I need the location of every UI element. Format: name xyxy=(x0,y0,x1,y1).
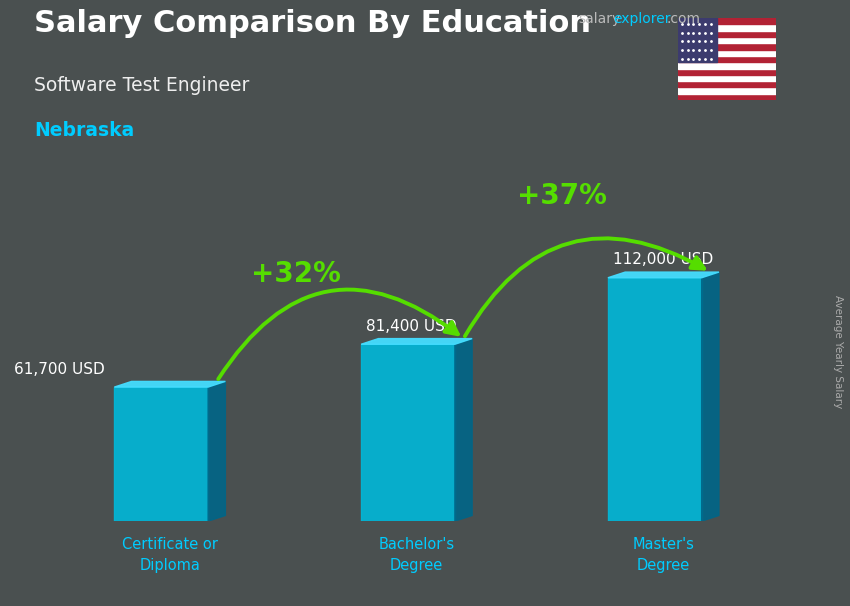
Bar xyxy=(678,62,776,68)
Polygon shape xyxy=(115,381,225,387)
Text: explorer: explorer xyxy=(614,12,672,26)
Polygon shape xyxy=(701,272,719,521)
Text: Software Test Engineer: Software Test Engineer xyxy=(34,76,249,95)
Text: 112,000 USD: 112,000 USD xyxy=(613,252,713,267)
Bar xyxy=(678,87,776,94)
Bar xyxy=(678,81,776,87)
Text: Nebraska: Nebraska xyxy=(34,121,134,140)
FancyArrowPatch shape xyxy=(465,238,704,336)
Text: Average Yearly Salary: Average Yearly Salary xyxy=(833,295,843,408)
Bar xyxy=(361,344,455,521)
Bar xyxy=(678,44,776,50)
Bar xyxy=(678,18,776,24)
Text: 81,400 USD: 81,400 USD xyxy=(366,319,456,334)
Bar xyxy=(115,387,208,521)
Bar xyxy=(678,50,776,56)
Text: Master's
Degree: Master's Degree xyxy=(632,537,694,573)
Polygon shape xyxy=(208,381,225,521)
Text: +32%: +32% xyxy=(251,259,341,288)
Polygon shape xyxy=(455,339,472,521)
Bar xyxy=(678,24,776,31)
Bar xyxy=(678,68,776,75)
FancyArrowPatch shape xyxy=(218,290,458,379)
Text: +37%: +37% xyxy=(518,182,607,210)
Text: Bachelor's
Degree: Bachelor's Degree xyxy=(378,537,455,573)
Text: 61,700 USD: 61,700 USD xyxy=(14,362,105,377)
Text: .com: .com xyxy=(666,12,700,26)
Bar xyxy=(678,37,776,44)
Bar xyxy=(608,278,701,521)
Text: Salary Comparison By Education: Salary Comparison By Education xyxy=(34,9,591,38)
Bar xyxy=(678,94,776,100)
Bar xyxy=(678,18,717,62)
Bar xyxy=(678,31,776,37)
Polygon shape xyxy=(608,272,719,278)
Text: Certificate or
Diploma: Certificate or Diploma xyxy=(122,537,218,573)
Text: salary: salary xyxy=(578,12,620,26)
Bar xyxy=(678,75,776,81)
Bar xyxy=(678,56,776,62)
Polygon shape xyxy=(361,339,472,344)
